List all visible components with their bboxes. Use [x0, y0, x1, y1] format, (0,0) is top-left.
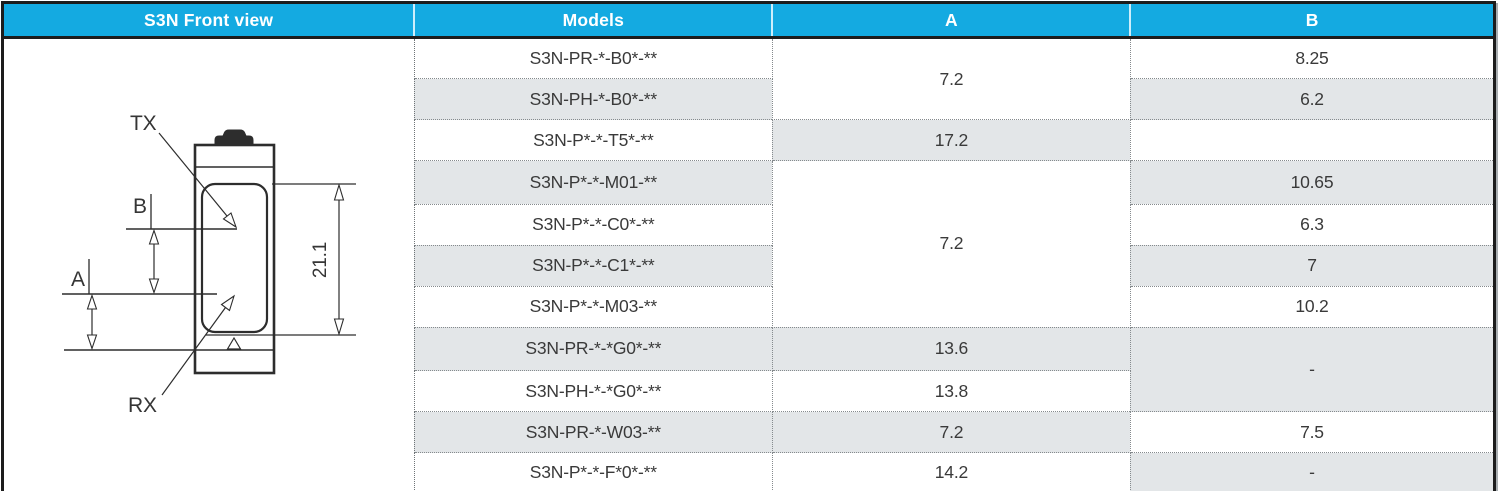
header-row: S3N Front view Models A B [2, 2, 1495, 39]
model-cell: S3N-P*-*-M01-** [413, 160, 773, 205]
dim-a-cell: 17.2 [771, 119, 1131, 161]
dim-b-cell [1129, 119, 1496, 161]
model-cell: S3N-P*-*-C0*-** [413, 203, 773, 246]
table-row: S3N-P*-*-M01-** 7.2 10.65 [3, 160, 1496, 328]
a-arrow-down [86, 334, 98, 351]
diagram-cell: B A 21.1 [2, 37, 415, 491]
table-row: S3N-P*-*-C1*-** 7 [3, 244, 1496, 287]
model-cell: S3N-PR-*-*G0*-** [413, 326, 773, 371]
height-arrow-down [333, 318, 345, 336]
b-label: B [133, 195, 147, 218]
table-row: S3N-P*-*-F*0*-** 14.2 - [3, 452, 1496, 491]
header-col-a: A [772, 2, 1132, 39]
model-cell: S3N-P*-*-M03-** [413, 285, 773, 328]
dim-b-cell: 6.3 [1129, 203, 1496, 246]
model-cell: S3N-P*-*-T5*-** [413, 119, 773, 161]
height-dim-label: 21.1 [310, 242, 331, 278]
dim-a-cell: 7.2 [771, 411, 1131, 453]
sensor-top-connector [214, 129, 254, 146]
a-arrow-up [86, 293, 98, 310]
table-row: S3N-PR-*-W03-** 7.2 7.5 [3, 411, 1496, 453]
table-row: S3N-PR-*-*G0*-** 13.6 - [3, 326, 1496, 412]
model-cell: S3N-PR-*-W03-** [413, 411, 773, 453]
table-row: S3N-P*-*-T5*-** 17.2 [3, 119, 1496, 161]
model-cell: S3N-P*-*-F*0*-** [413, 452, 773, 491]
model-cell: S3N-PH-*-B0*-** [413, 78, 773, 120]
dim-a-cell: 7.2 [771, 37, 1131, 120]
b-arrow-down [148, 278, 160, 295]
dim-b-cell: 6.2 [1129, 78, 1496, 120]
rx-leader-line [161, 307, 226, 396]
tx-label: TX [130, 112, 157, 135]
table-row: S3N-PH-*-B0*-** 6.2 [3, 78, 1496, 120]
tx-arrow [222, 212, 238, 229]
table-row: S3N-P*-*-C0*-** 6.3 [3, 203, 1496, 246]
a-label: A [71, 268, 85, 291]
model-cell: S3N-PR-*-B0*-** [413, 37, 773, 79]
rx-label: RX [128, 394, 157, 417]
rx-arrow [220, 294, 235, 312]
dim-b-cell: 7 [1129, 244, 1496, 287]
dim-a-cell: 13.6 [771, 326, 1131, 371]
dim-b-cell: 10.2 [1129, 285, 1496, 328]
dim-a-cell: 7.2 [771, 160, 1131, 328]
header-models: Models [414, 2, 774, 39]
model-cell: S3N-PH-*-*G0*-** [413, 370, 773, 412]
dim-b-cell: 8.25 [1129, 37, 1496, 79]
height-arrow-up [333, 183, 345, 201]
sensor-front-view-drawing: B A 21.1 [62, 112, 356, 417]
table-row: S3N-P*-*-M03-** 10.2 [3, 285, 1496, 328]
header-front-view: S3N Front view [2, 2, 416, 39]
sensor-optics-window [200, 182, 269, 334]
dim-b-cell: 10.65 [1129, 160, 1496, 205]
table-row: B A 21.1 [2, 37, 1496, 491]
dim-b-cell: - [1129, 326, 1496, 412]
model-cell: S3N-P*-*-C1*-** [413, 244, 773, 287]
header-col-b: B [1130, 2, 1495, 39]
tx-leader-line [158, 132, 228, 217]
dim-b-cell: 7.5 [1129, 411, 1496, 453]
dim-b-cell: - [1129, 452, 1496, 491]
reference-triangle-marker [226, 336, 242, 350]
dim-a-cell: 14.2 [771, 452, 1131, 491]
table-row: S3N-PH-*-*G0*-** 13.8 [3, 370, 1495, 412]
b-arrow-up [148, 228, 160, 245]
dim-a-cell: 13.8 [771, 370, 1131, 412]
